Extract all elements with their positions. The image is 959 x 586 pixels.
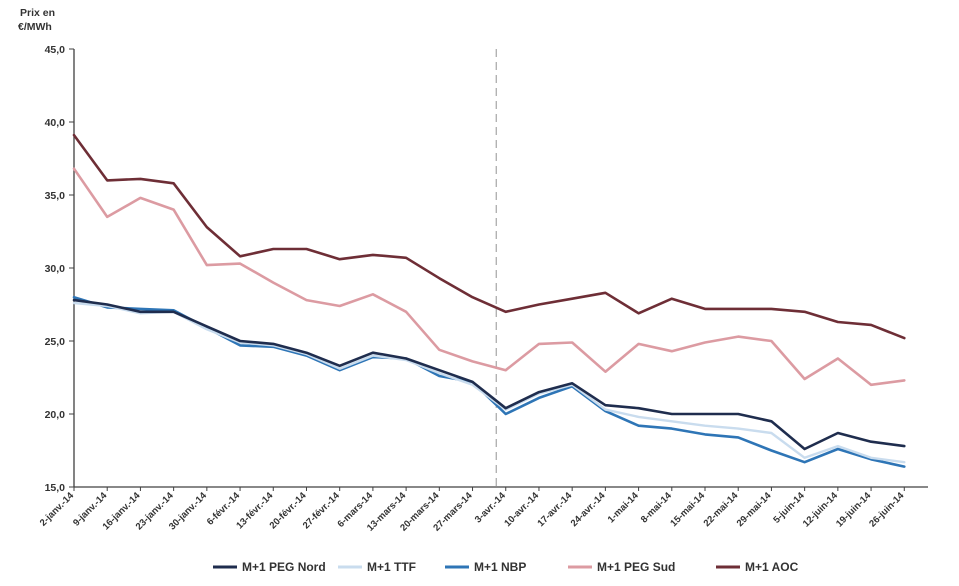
- x-tick-label: 1-mai-14: [606, 490, 642, 526]
- x-tick-label: 26-juin-14: [867, 490, 907, 530]
- series-line-m-1-peg-nord: [72, 298, 906, 451]
- y-tick-label: 20,0: [45, 409, 66, 421]
- y-axis-title-line1: Prix en: [20, 7, 55, 19]
- y-tick-label: 30,0: [45, 263, 66, 275]
- legend-label: M+1 PEG Nord: [242, 560, 326, 574]
- y-tick-label: 35,0: [45, 190, 66, 202]
- series-line-m-1-peg-sud: [72, 167, 906, 387]
- x-tick-label: 29-mai-14: [735, 490, 774, 529]
- legend-label: M+1 TTF: [367, 560, 416, 574]
- y-tick-label: 45,0: [45, 44, 66, 56]
- series-layer: [72, 133, 906, 468]
- y-tick-label: 25,0: [45, 336, 66, 348]
- x-tick-label: 22-mai-14: [702, 490, 741, 529]
- x-tick-labels: 2-janv.-149-janv.-1416-janv.-1423-janv.-…: [38, 487, 907, 534]
- series-line-m-1-aoc: [72, 133, 906, 340]
- y-tick-label: 40,0: [45, 117, 66, 129]
- legend-label: M+1 NBP: [474, 560, 526, 574]
- x-tick-label: 27-févr.-14: [301, 490, 343, 532]
- x-tick-label: 17-avr.-14: [536, 490, 575, 529]
- y-tick-label: 15,0: [45, 482, 66, 494]
- x-tick-label: 15-mai-14: [668, 490, 707, 529]
- x-tick-label: 2-janv.-14: [38, 490, 77, 529]
- x-tick-label: 10-avr.-14: [502, 490, 541, 529]
- y-tick-labels: 15,0 20,0 25,0 30,0 35,0 40,0 45,0: [45, 44, 74, 494]
- y-axis-title-line2: €/MWh: [18, 21, 52, 33]
- chart-axes: [73, 49, 928, 488]
- series-line-m-1-ttf: [72, 301, 906, 464]
- legend-label: M+1 PEG Sud: [597, 560, 675, 574]
- x-tick-label: 24-avr.-14: [569, 490, 608, 529]
- legend: M+1 PEG Nord M+1 TTF M+1 NBP M+1 PEG Sud M+1…: [213, 560, 799, 574]
- legend-label: M+1 AOC: [745, 560, 799, 574]
